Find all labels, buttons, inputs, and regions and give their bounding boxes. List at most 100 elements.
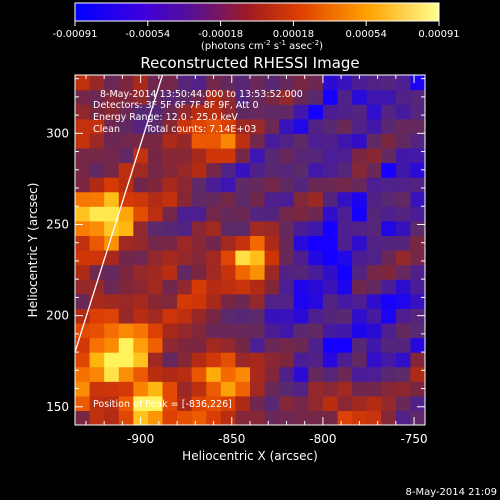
heatmap-cell <box>235 75 251 91</box>
heatmap-cell <box>250 381 266 397</box>
heatmap-cell <box>381 75 397 91</box>
colorbar: -0.00091 -0.00054 -0.00018 0.00018 0.00054 0.… <box>53 2 460 52</box>
heatmap-cell <box>293 235 309 251</box>
heatmap-cell <box>293 191 309 207</box>
heatmap-cell <box>322 118 339 134</box>
heatmap-cell <box>220 395 237 412</box>
heatmap-cell <box>337 337 353 353</box>
heatmap-cell <box>118 104 134 120</box>
heatmap-cell <box>264 337 280 353</box>
heatmap-cell <box>395 337 412 353</box>
heatmap-cell <box>235 177 251 193</box>
heatmap-cell <box>220 352 237 368</box>
heatmap-cell <box>89 308 105 324</box>
heatmap-cell <box>147 366 164 382</box>
heatmap-cell <box>118 308 134 324</box>
heatmap-cell <box>322 206 339 222</box>
heatmap-cell <box>104 89 120 105</box>
annotation-time-range: 8-May-2014 13:50:44.000 to 13:53:52.000 <box>100 89 303 100</box>
heatmap-cell <box>177 147 193 164</box>
heatmap-cell <box>75 220 91 237</box>
heatmap-cell <box>250 366 266 382</box>
heatmap-cell <box>381 177 397 193</box>
annotation-total-counts: Total counts: 7.14E+03 <box>145 124 256 135</box>
heatmap-cell <box>279 352 295 368</box>
heatmap-cell <box>75 162 91 178</box>
heatmap-cell <box>191 177 207 193</box>
heatmap-cell <box>118 381 134 397</box>
colorbar-ticks: -0.00091 -0.00054 -0.00018 0.00018 0.00054 0.… <box>53 21 460 40</box>
heatmap-cell <box>162 250 178 266</box>
heatmap-cell <box>366 89 382 105</box>
heatmap-cell <box>147 395 164 412</box>
heatmap-cell <box>366 133 382 149</box>
heatmap-cell <box>104 410 120 425</box>
heatmap-cell <box>308 395 324 412</box>
heatmap-cell <box>177 191 193 207</box>
heatmap-cell <box>177 395 193 412</box>
heatmap-cell <box>308 322 324 339</box>
heatmap-cell <box>147 75 164 91</box>
heatmap-cell <box>293 250 309 266</box>
heatmap-cell <box>279 308 295 324</box>
heatmap-cell <box>89 133 105 149</box>
heatmap-cell <box>293 381 309 397</box>
heatmap-cell <box>147 352 164 368</box>
heatmap-cell <box>250 191 266 207</box>
heatmap-cell <box>89 147 105 164</box>
heatmap-cell <box>220 177 237 193</box>
heatmap-cell <box>381 162 397 178</box>
heatmap-cell <box>177 220 193 237</box>
heatmap-cell <box>410 191 425 207</box>
heatmap-cell <box>308 235 324 251</box>
heatmap-cell <box>75 89 91 105</box>
heatmap-cell <box>322 75 339 91</box>
heatmap-cell <box>381 308 397 324</box>
heatmap-cell <box>147 206 164 222</box>
heatmap-cell <box>220 381 237 397</box>
heatmap-cell <box>337 177 353 193</box>
heatmap-cell <box>410 366 425 382</box>
heatmap-cell <box>191 118 207 134</box>
heatmap-cell <box>410 337 425 353</box>
heatmap-cell <box>133 279 149 295</box>
heatmap-cell <box>279 118 295 134</box>
heatmap-cell <box>133 89 149 105</box>
heatmap-cell <box>191 308 207 324</box>
heatmap-cell <box>191 220 207 237</box>
heatmap-cell <box>89 118 105 134</box>
heatmap-cell <box>308 147 324 164</box>
heatmap-cell <box>395 191 412 207</box>
heatmap-cell <box>381 279 397 295</box>
heatmap-cell <box>118 118 134 134</box>
heatmap-cell <box>235 410 251 425</box>
heatmap-cell <box>220 191 237 207</box>
heatmap-cell <box>118 177 134 193</box>
heatmap-cell <box>75 264 91 280</box>
heatmap-cell <box>104 206 120 222</box>
heatmap-cell <box>308 206 324 222</box>
heatmap-cell <box>206 89 222 105</box>
heatmap-cell <box>366 250 382 266</box>
heatmap-cell <box>118 264 134 280</box>
heatmap-cell <box>235 191 251 207</box>
heatmap-cell <box>118 352 134 368</box>
heatmap-cell <box>250 147 266 164</box>
y-axis-label: Heliocentric Y (arcsec) <box>26 183 40 318</box>
heatmap-cell <box>206 220 222 237</box>
heatmap-cell <box>75 235 91 251</box>
heatmap-cell <box>250 118 266 134</box>
heatmap-cell <box>322 308 339 324</box>
heatmap-cell <box>75 250 91 266</box>
heatmap-cell <box>395 410 412 425</box>
heatmap-cell <box>322 352 339 368</box>
heatmap-cell <box>89 395 105 412</box>
heatmap-cell <box>235 337 251 353</box>
heatmap-cell <box>177 322 193 339</box>
heatmap-cell <box>104 75 120 91</box>
heatmap-cell <box>206 410 222 425</box>
heatmap-cell <box>352 206 368 222</box>
heatmap-cell <box>118 366 134 382</box>
heatmap-cell <box>352 337 368 353</box>
heatmap-cell <box>75 293 91 309</box>
